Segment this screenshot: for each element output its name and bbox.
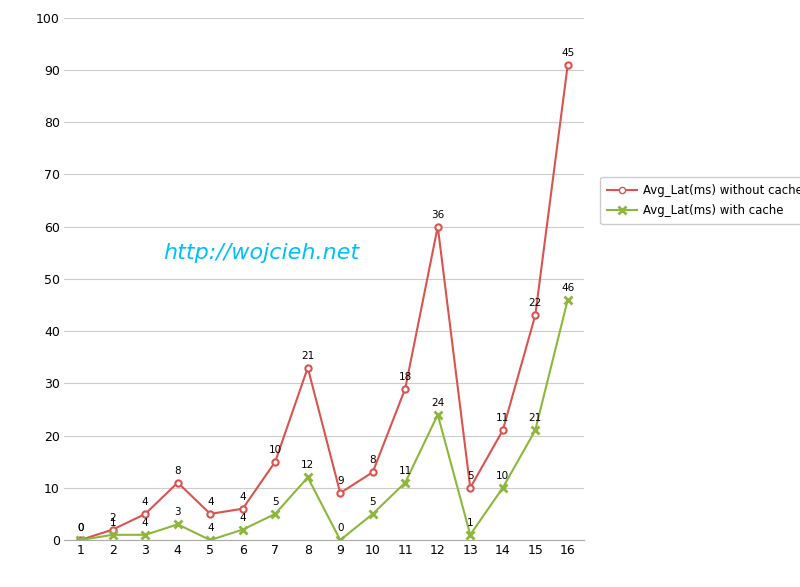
Text: 5: 5 xyxy=(272,497,278,507)
Text: 4: 4 xyxy=(239,492,246,502)
Text: 4: 4 xyxy=(207,497,214,507)
Legend: Avg_Lat(ms) without cache, Avg_Lat(ms) with cache: Avg_Lat(ms) without cache, Avg_Lat(ms) w… xyxy=(600,177,800,224)
Text: 8: 8 xyxy=(174,465,181,475)
Text: 12: 12 xyxy=(301,460,314,470)
Text: 4: 4 xyxy=(239,512,246,522)
Text: 10: 10 xyxy=(496,471,510,481)
Text: 46: 46 xyxy=(561,283,574,293)
Text: 4: 4 xyxy=(207,523,214,533)
Text: 21: 21 xyxy=(301,350,314,360)
Text: 0: 0 xyxy=(337,523,343,533)
Text: 18: 18 xyxy=(398,372,412,382)
Text: http://wojcieh.net: http://wojcieh.net xyxy=(163,242,360,263)
Text: 5: 5 xyxy=(370,497,376,507)
Text: 11: 11 xyxy=(496,413,510,423)
Text: 4: 4 xyxy=(142,518,149,528)
Text: 10: 10 xyxy=(269,445,282,455)
Text: 21: 21 xyxy=(529,413,542,423)
Text: 24: 24 xyxy=(431,398,444,408)
Text: 11: 11 xyxy=(398,465,412,475)
Text: 3: 3 xyxy=(174,507,181,517)
Text: 1: 1 xyxy=(110,518,116,528)
Text: 22: 22 xyxy=(529,298,542,308)
Text: 36: 36 xyxy=(431,210,444,220)
Text: 8: 8 xyxy=(370,455,376,465)
Text: 45: 45 xyxy=(561,48,574,58)
Text: 1: 1 xyxy=(467,518,474,528)
Text: 2: 2 xyxy=(110,512,116,522)
Text: 5: 5 xyxy=(467,471,474,481)
Text: 4: 4 xyxy=(142,497,149,507)
Text: 0: 0 xyxy=(77,523,83,533)
Text: 9: 9 xyxy=(337,476,343,486)
Text: 0: 0 xyxy=(77,523,83,533)
